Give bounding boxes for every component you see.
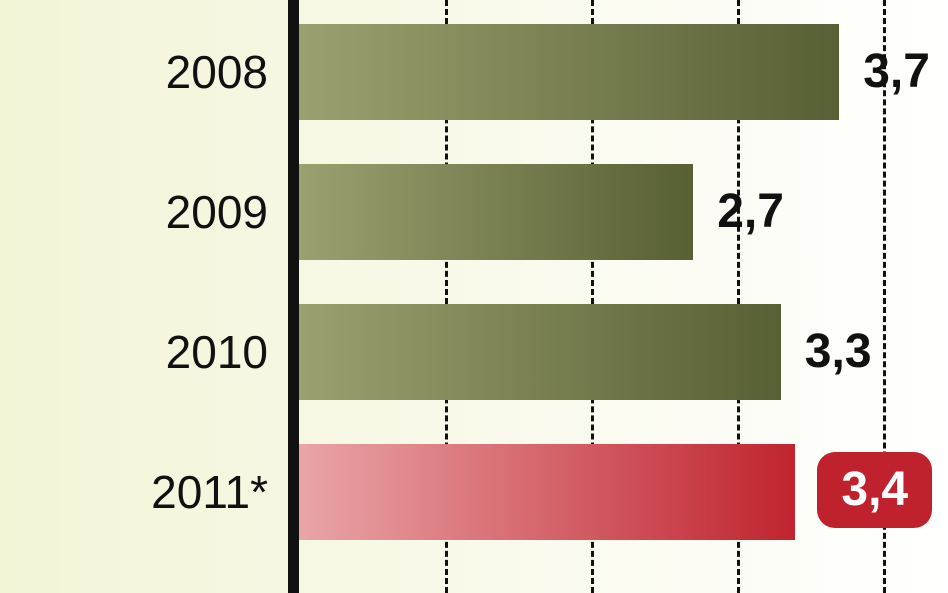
bar-2009 xyxy=(299,164,693,260)
category-label: 2009 xyxy=(8,189,268,235)
bar-2010 xyxy=(299,304,781,400)
category-label: 2010 xyxy=(8,329,268,375)
value-label: 3,3 xyxy=(805,328,872,376)
value-badge: 3,4 xyxy=(817,452,932,528)
category-label: 2011* xyxy=(8,469,268,515)
y-axis-line xyxy=(288,0,299,593)
category-label: 2008 xyxy=(8,49,268,95)
value-label: 2,7 xyxy=(717,188,784,236)
bar-2011 xyxy=(299,444,795,540)
bar-chart: 2008 2009 2010 2011* 3,7 2,7 3,3 3,4 xyxy=(0,0,948,593)
bar-2008 xyxy=(299,24,839,120)
value-label: 3,4 xyxy=(817,452,932,528)
value-label: 3,7 xyxy=(863,48,930,96)
